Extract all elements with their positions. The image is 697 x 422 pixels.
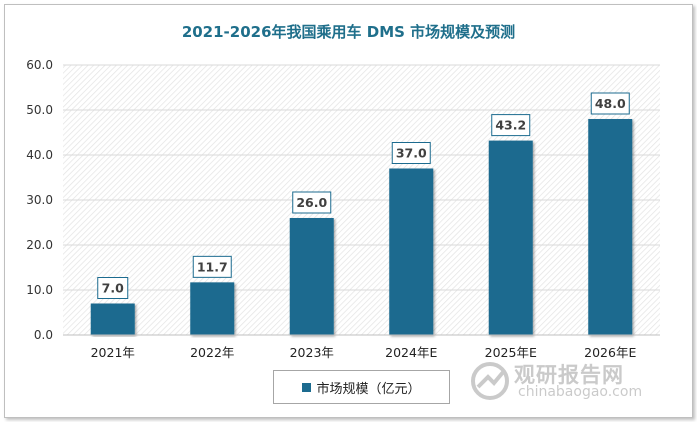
data-label: 43.2 <box>495 118 526 133</box>
chart-title: 2021-2026年我国乘用车 DMS 市场规模及预测 <box>181 23 516 41</box>
bar <box>588 119 633 335</box>
data-label: 11.7 <box>197 259 228 274</box>
y-tick-label: 50.0 <box>26 103 53 117</box>
x-tick-label: 2023年 <box>290 345 334 360</box>
data-label: 7.0 <box>102 281 124 296</box>
legend-swatch <box>302 382 312 392</box>
legend: 市场规模（亿元） <box>273 370 450 404</box>
watermark-logo-icon <box>471 362 509 400</box>
x-tick-label: 2022年 <box>190 345 234 360</box>
data-label-box <box>590 92 630 115</box>
watermark-en: chinabaogao.com <box>518 384 643 400</box>
y-tick-label: 20.0 <box>26 238 53 252</box>
x-tick-label: 2025年E <box>485 345 537 360</box>
y-tick-label: 30.0 <box>26 193 53 207</box>
data-label-box <box>192 255 232 278</box>
data-label-box <box>491 114 531 137</box>
bar <box>488 140 533 335</box>
bar <box>389 168 434 335</box>
data-label: 37.0 <box>396 146 427 161</box>
watermark: 观研报告网 chinabaogao.com <box>468 357 668 407</box>
bar <box>289 218 334 335</box>
data-label-box <box>391 142 431 164</box>
data-label: 26.0 <box>296 195 327 210</box>
y-tick-label: 40.0 <box>26 148 53 162</box>
y-tick-label: 10.0 <box>26 283 53 297</box>
x-tick-label: 2024年E <box>385 345 437 360</box>
x-tick-label: 2021年 <box>91 345 135 360</box>
bar <box>190 282 235 335</box>
legend-label: 市场规模（亿元） <box>316 381 421 397</box>
watermark-cn: 观研报告网 <box>514 363 624 387</box>
x-tick-label: 2026年E <box>584 345 636 360</box>
y-tick-label: 60.0 <box>26 58 53 72</box>
data-label: 48.0 <box>595 96 626 111</box>
data-label-box <box>292 191 332 214</box>
data-label-box <box>97 277 129 299</box>
bar <box>90 303 135 335</box>
y-tick-label: 0.0 <box>34 328 53 342</box>
